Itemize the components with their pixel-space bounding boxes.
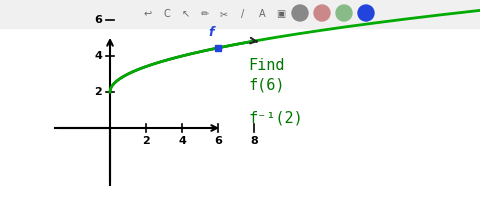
Circle shape [292, 5, 308, 21]
Text: ✏: ✏ [201, 9, 209, 19]
Circle shape [358, 5, 374, 21]
Text: f⁻¹(2): f⁻¹(2) [248, 110, 303, 126]
Text: 2: 2 [142, 136, 150, 146]
Circle shape [314, 5, 330, 21]
Text: C: C [164, 9, 170, 19]
Text: ✂: ✂ [220, 9, 228, 19]
Text: ↩: ↩ [144, 9, 152, 19]
Bar [0, 0, 480, 28]
Text: Find: Find [248, 58, 285, 72]
Circle shape [336, 5, 352, 21]
Text: 2: 2 [94, 87, 102, 97]
Text: ↖: ↖ [182, 9, 190, 19]
Text: ▣: ▣ [276, 9, 286, 19]
Text: A: A [259, 9, 265, 19]
Text: 8: 8 [250, 136, 258, 146]
Text: f: f [208, 26, 214, 39]
Text: 6: 6 [214, 136, 222, 146]
Text: 6: 6 [94, 15, 102, 25]
Text: 4: 4 [94, 51, 102, 61]
Text: /: / [241, 9, 245, 19]
Text: f(6): f(6) [248, 77, 285, 92]
Text: 4: 4 [178, 136, 186, 146]
